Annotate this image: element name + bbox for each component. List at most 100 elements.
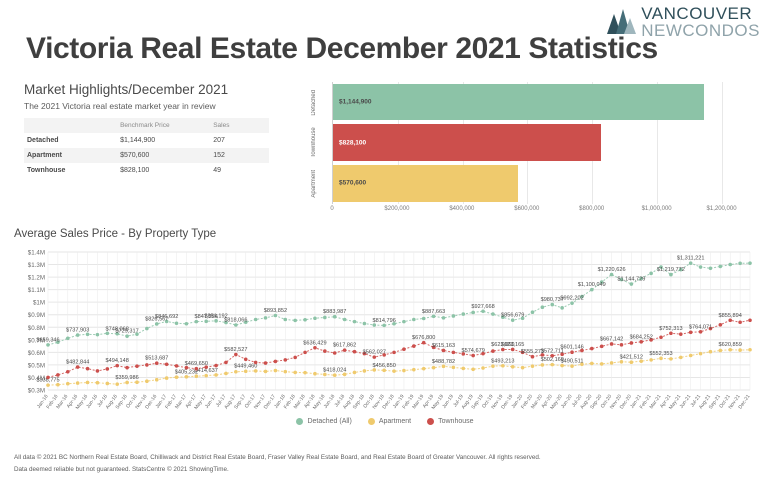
data-point bbox=[323, 315, 327, 320]
bar-row: Detached $1,144,900 bbox=[311, 83, 754, 121]
data-point-label: $992,202 bbox=[560, 296, 583, 302]
data-point bbox=[471, 367, 475, 372]
footer-line-1: All data © 2021 BC Northern Real Estate … bbox=[14, 454, 541, 461]
data-point bbox=[382, 323, 386, 328]
data-point bbox=[491, 312, 495, 316]
data-point bbox=[550, 362, 555, 367]
data-point bbox=[590, 361, 594, 366]
y-axis-tick-label: $1.3M bbox=[28, 262, 45, 269]
data-point bbox=[421, 316, 426, 321]
data-point bbox=[273, 313, 278, 318]
data-point-label: $469,650 bbox=[185, 361, 208, 367]
legend-item[interactable]: Detached (All) bbox=[296, 418, 352, 425]
data-point-label: $482,844 bbox=[66, 360, 89, 366]
highlights-title: Market Highlights/December 2021 bbox=[24, 82, 229, 97]
data-point-label: $846,692 bbox=[155, 314, 178, 320]
axis-tick-label: $600,000 bbox=[514, 206, 540, 212]
data-point-label: $502,169 bbox=[541, 357, 564, 363]
cell-type: Apartment bbox=[27, 152, 63, 159]
data-point bbox=[629, 360, 634, 365]
data-point bbox=[550, 353, 555, 358]
highlights-subtitle: The 2021 Victoria real estate market yea… bbox=[24, 101, 216, 111]
data-point bbox=[214, 373, 218, 377]
data-point bbox=[283, 317, 288, 322]
y-axis-tick-label: $1.2M bbox=[28, 275, 45, 282]
data-point-label: $1,220,626 bbox=[598, 267, 626, 273]
data-point bbox=[115, 363, 120, 368]
data-point-label: $1,311,221 bbox=[677, 256, 705, 262]
data-point-label: $615,163 bbox=[432, 343, 455, 349]
legend-label: Detached (All) bbox=[307, 418, 352, 425]
data-point bbox=[530, 364, 535, 368]
data-point bbox=[431, 345, 436, 350]
data-point bbox=[263, 369, 268, 374]
data-point bbox=[85, 332, 90, 337]
y-axis-tick-label: $0.5M bbox=[28, 362, 45, 369]
axis-tick-label: $800,000 bbox=[579, 206, 605, 212]
mountain-logo-icon bbox=[607, 9, 637, 34]
data-point bbox=[263, 316, 268, 320]
data-point bbox=[154, 322, 159, 326]
logo-line-2: NEWCONDOS bbox=[641, 20, 760, 40]
bar: $1,144,900 bbox=[333, 83, 704, 121]
legend-color-swatch bbox=[367, 418, 375, 425]
data-point bbox=[609, 361, 614, 365]
table-row: Townhouse $828,100 49 bbox=[24, 163, 269, 178]
cell-sales: 152 bbox=[213, 152, 225, 159]
data-point bbox=[313, 316, 317, 321]
y-axis-tick-label: $0.4M bbox=[28, 375, 45, 382]
data-point bbox=[678, 332, 683, 336]
data-point bbox=[372, 368, 377, 372]
data-point bbox=[639, 339, 644, 344]
data-point-label: $667,142 bbox=[600, 336, 623, 342]
data-point bbox=[421, 366, 426, 371]
data-point bbox=[352, 370, 357, 375]
data-point bbox=[738, 320, 742, 325]
data-point-label: $1,144,729 bbox=[617, 277, 645, 283]
data-point bbox=[639, 276, 644, 281]
data-point bbox=[75, 333, 80, 337]
data-point bbox=[451, 365, 456, 370]
data-point bbox=[698, 265, 703, 269]
data-point bbox=[362, 321, 367, 326]
data-point bbox=[590, 346, 594, 351]
data-point bbox=[224, 371, 228, 376]
data-point-label: $449,460 bbox=[234, 364, 257, 370]
data-point bbox=[65, 336, 70, 341]
data-point bbox=[570, 364, 574, 368]
data-point-label: $456,850 bbox=[372, 363, 395, 369]
grid-line bbox=[721, 82, 723, 204]
line-chart-plot: $1.4M $1.3M $1.2M $1.1M $1M $0.9M $0.8M $0.7M $0… bbox=[14, 242, 756, 411]
data-point bbox=[145, 363, 149, 367]
data-point bbox=[748, 347, 752, 352]
data-point-label: $418,024 bbox=[323, 368, 346, 374]
data-point bbox=[412, 344, 416, 348]
data-point bbox=[718, 322, 723, 327]
data-point bbox=[392, 369, 396, 373]
data-point bbox=[234, 352, 238, 357]
footer-line-2: Data deemed reliable but not guaranteed.… bbox=[14, 465, 229, 473]
data-point-label: $826,567 bbox=[145, 316, 168, 322]
data-point bbox=[688, 261, 693, 265]
data-point bbox=[382, 368, 386, 373]
benchmark-bar-chart: Detached $1,144,900 Townhouse $828,100 Apart… bbox=[306, 82, 758, 220]
data-point bbox=[520, 350, 525, 355]
data-point bbox=[461, 366, 466, 371]
data-point bbox=[540, 363, 545, 367]
data-point bbox=[293, 318, 297, 323]
data-point bbox=[580, 362, 584, 367]
data-point bbox=[105, 381, 110, 386]
data-point bbox=[461, 352, 466, 356]
data-point-label: $555,273 bbox=[521, 349, 544, 355]
data-point bbox=[402, 368, 406, 373]
data-point-label: $493,213 bbox=[491, 358, 514, 364]
legend-item[interactable]: Townhouse bbox=[427, 418, 474, 425]
data-point bbox=[412, 367, 416, 372]
data-point bbox=[46, 375, 50, 380]
legend-item[interactable]: Apartment bbox=[367, 418, 411, 425]
data-point bbox=[56, 340, 60, 345]
data-point bbox=[501, 363, 505, 368]
data-point bbox=[214, 319, 218, 323]
data-point-label: $818,066 bbox=[224, 318, 247, 324]
data-point-label: $676,800 bbox=[412, 335, 435, 341]
